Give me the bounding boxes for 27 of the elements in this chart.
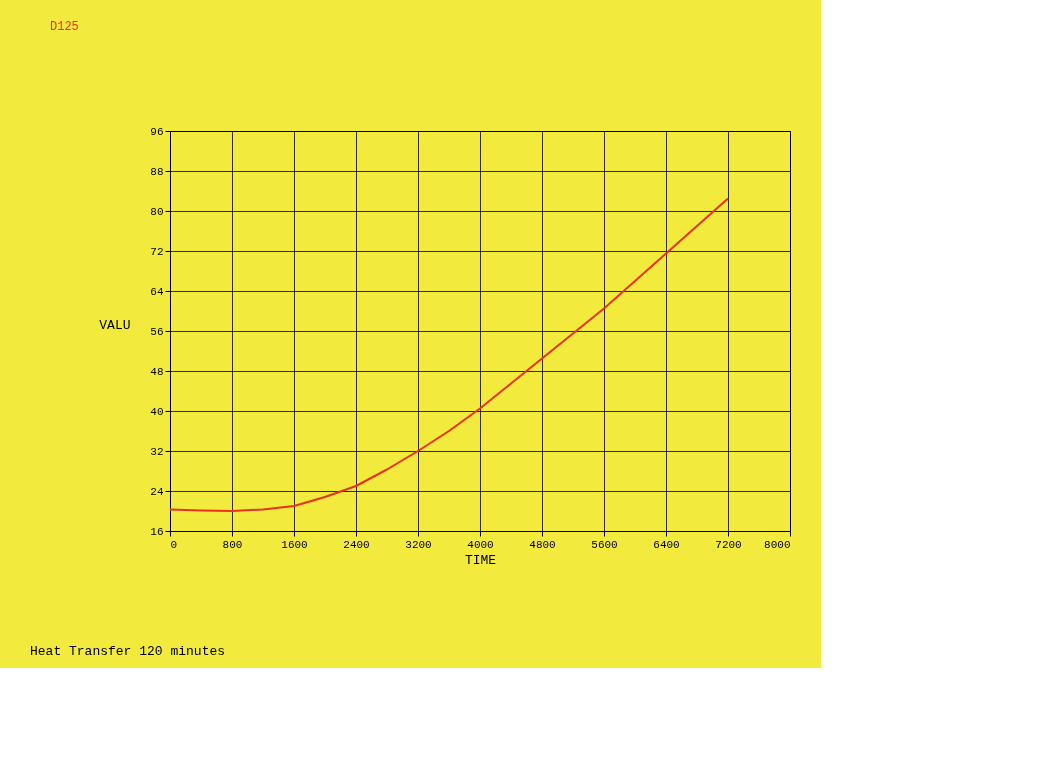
x-tick-label: 3200 <box>405 538 432 551</box>
y-tick-label: 64 <box>150 285 164 298</box>
x-tick-label: 7200 <box>715 538 742 551</box>
x-tick-label: 4000 <box>467 538 494 551</box>
y-tick-label: 72 <box>150 245 164 258</box>
x-tick-label: 4800 <box>529 538 556 551</box>
x-tick-label: 800 <box>222 538 243 551</box>
line-series <box>169 197 729 512</box>
y-tick-label: 40 <box>150 405 164 418</box>
x-tick-label: 2400 <box>343 538 370 551</box>
y-axis-title: VALU <box>99 317 131 333</box>
x-tick-label: 5600 <box>591 538 618 551</box>
x-tick-label: 0 <box>170 538 178 551</box>
text: D125 <box>50 20 79 34</box>
y-tick-label: 24 <box>150 485 164 498</box>
x-axis-title: TIME <box>464 552 497 568</box>
x-tick-label: 6400 <box>653 538 680 551</box>
y-tick-label: 56 <box>150 325 164 338</box>
y-tick-label: 80 <box>150 205 164 218</box>
y-tick-label: 96 <box>150 125 164 138</box>
x-tick-label: 8000 <box>764 538 791 551</box>
y-tick-label: 88 <box>150 165 164 178</box>
y-tick-label: 32 <box>150 445 164 458</box>
text: Heat Transfer 120 minutes <box>30 644 226 659</box>
y-tick-label: 48 <box>150 365 164 378</box>
y-tick-label: 16 <box>150 525 164 538</box>
x-tick-label: 1600 <box>281 538 308 551</box>
